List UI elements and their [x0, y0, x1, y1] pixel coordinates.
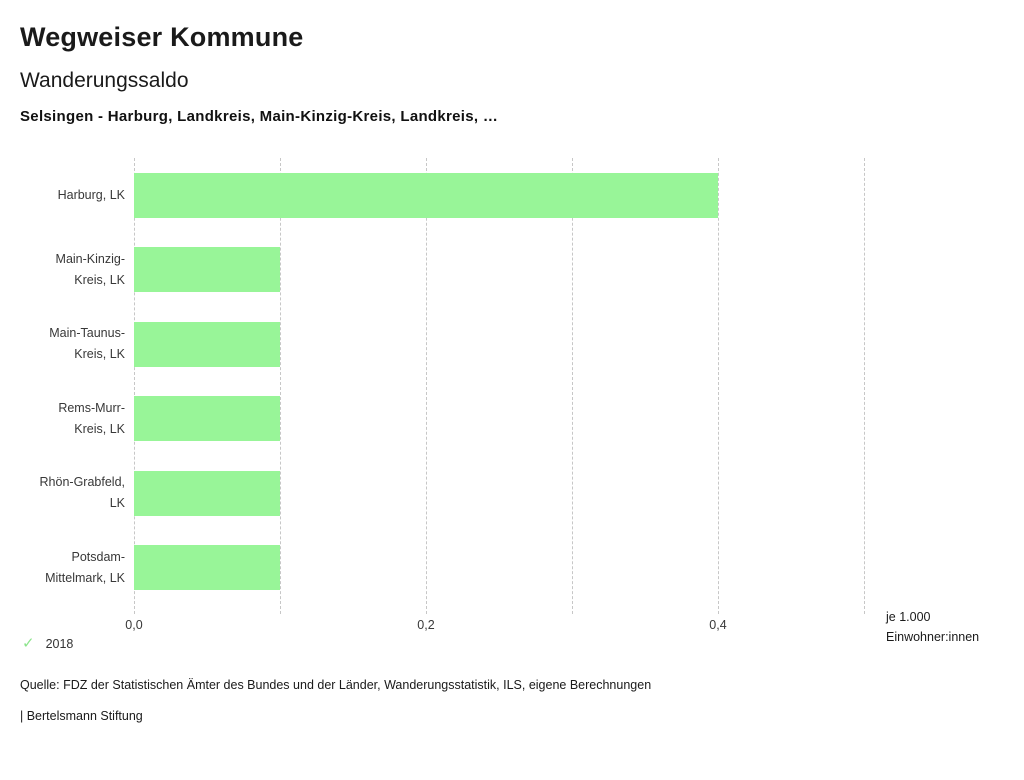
chart-selection-subtitle: Selsingen - Harburg, Landkreis, Main-Kin… — [20, 108, 499, 125]
gridline — [864, 158, 865, 614]
source-text: Quelle: FDZ der Statistischen Ämter des … — [20, 678, 652, 692]
bar-rh-n-grabfeld-lk[interactable] — [134, 470, 280, 516]
chart-row: Rhön-Grabfeld, LK — [40, 456, 864, 531]
x-axis: 0,0 0,2 0,4 — [125, 618, 864, 634]
x-tick-label: 0,0 — [125, 618, 143, 632]
bar-rems-murr-kreis-lk[interactable] — [134, 396, 280, 442]
chart-title: Wanderungssaldo — [20, 69, 189, 92]
chart-legend[interactable]: ✓ 2018 — [22, 636, 1024, 652]
chart-row: Harburg, LK — [58, 158, 864, 233]
chart-row: Rems-Murr- Kreis, LK — [58, 382, 864, 457]
page-title: Wegweiser Kommune — [20, 22, 304, 52]
plot-area: Harburg, LK Main-Kinzig- Kreis, LK Main-Tau… — [40, 158, 864, 606]
gridline — [572, 158, 573, 614]
legend-year-label: 2018 — [45, 637, 74, 651]
chart-row: Potsdam- Mittelmark, LK — [45, 531, 864, 606]
gridline — [426, 158, 427, 614]
header: Wegweiser Kommune Wanderungssaldo Selsin… — [0, 0, 1024, 126]
category-label: Main-Kinzig- Kreis, LK — [55, 251, 125, 287]
x-tick-label: 0,4 — [709, 618, 727, 632]
chart-row: Main-Kinzig- Kreis, LK — [56, 233, 864, 308]
legend-check-icon: ✓ — [22, 635, 35, 652]
chart-row: Main-Taunus- Kreis, LK — [49, 307, 864, 382]
attribution-text: | Bertelsmann Stiftung — [20, 709, 143, 723]
category-label: Main-Taunus- Kreis, LK — [49, 326, 125, 362]
bar-harburg-lk[interactable] — [134, 172, 718, 218]
category-label: Potsdam- Mittelmark, LK — [45, 549, 125, 585]
x-axis-unit-label: je 1.000 Einwohner:innen — [886, 607, 1024, 647]
bar-chart: Harburg, LK Main-Kinzig- Kreis, LK Main-Tau… — [40, 158, 979, 644]
bar-potsdam-mittelmark-lk[interactable] — [134, 545, 280, 591]
bar-main-taunus-kreis-lk[interactable] — [134, 321, 280, 367]
bar-main-kinzig-kreis-lk[interactable] — [134, 247, 280, 293]
x-tick-label: 0,2 — [417, 618, 435, 632]
gridline — [134, 158, 135, 614]
gridline — [718, 158, 719, 614]
category-label: Rems-Murr- Kreis, LK — [58, 400, 125, 436]
gridline — [280, 158, 281, 614]
x-axis-unit-line1: je 1.000 — [886, 610, 931, 624]
x-axis-unit-line2: Einwohner:innen — [886, 630, 980, 644]
category-label: Rhön-Grabfeld, LK — [39, 475, 125, 511]
category-label: Harburg, LK — [57, 187, 125, 202]
